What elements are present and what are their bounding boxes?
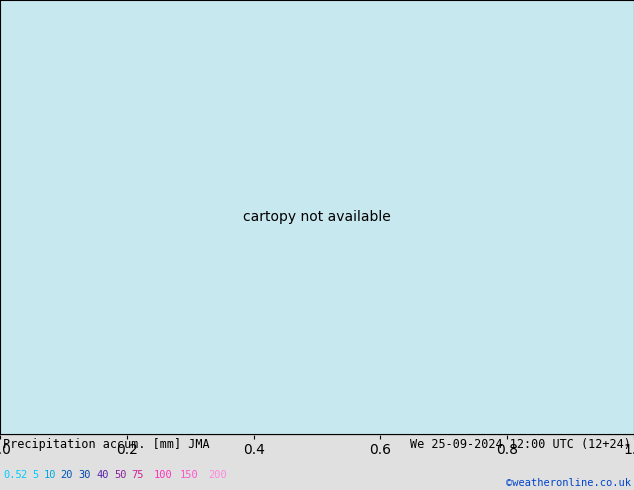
Text: We 25-09-2024 12:00 UTC (12+24): We 25-09-2024 12:00 UTC (12+24) xyxy=(410,438,631,451)
Text: 10: 10 xyxy=(44,470,56,480)
Text: 50: 50 xyxy=(114,470,127,480)
Text: Precipitation accum. [mm] JMA: Precipitation accum. [mm] JMA xyxy=(3,438,210,451)
Text: 150: 150 xyxy=(180,470,198,480)
Text: 40: 40 xyxy=(96,470,108,480)
Text: cartopy not available: cartopy not available xyxy=(243,210,391,224)
Text: 0.5: 0.5 xyxy=(3,470,22,480)
Text: 5: 5 xyxy=(32,470,38,480)
Text: 2: 2 xyxy=(20,470,26,480)
Text: 200: 200 xyxy=(208,470,227,480)
Text: 30: 30 xyxy=(78,470,91,480)
Text: ©weatheronline.co.uk: ©weatheronline.co.uk xyxy=(506,478,631,488)
Text: 75: 75 xyxy=(131,470,143,480)
Text: 20: 20 xyxy=(60,470,72,480)
Text: 100: 100 xyxy=(154,470,172,480)
